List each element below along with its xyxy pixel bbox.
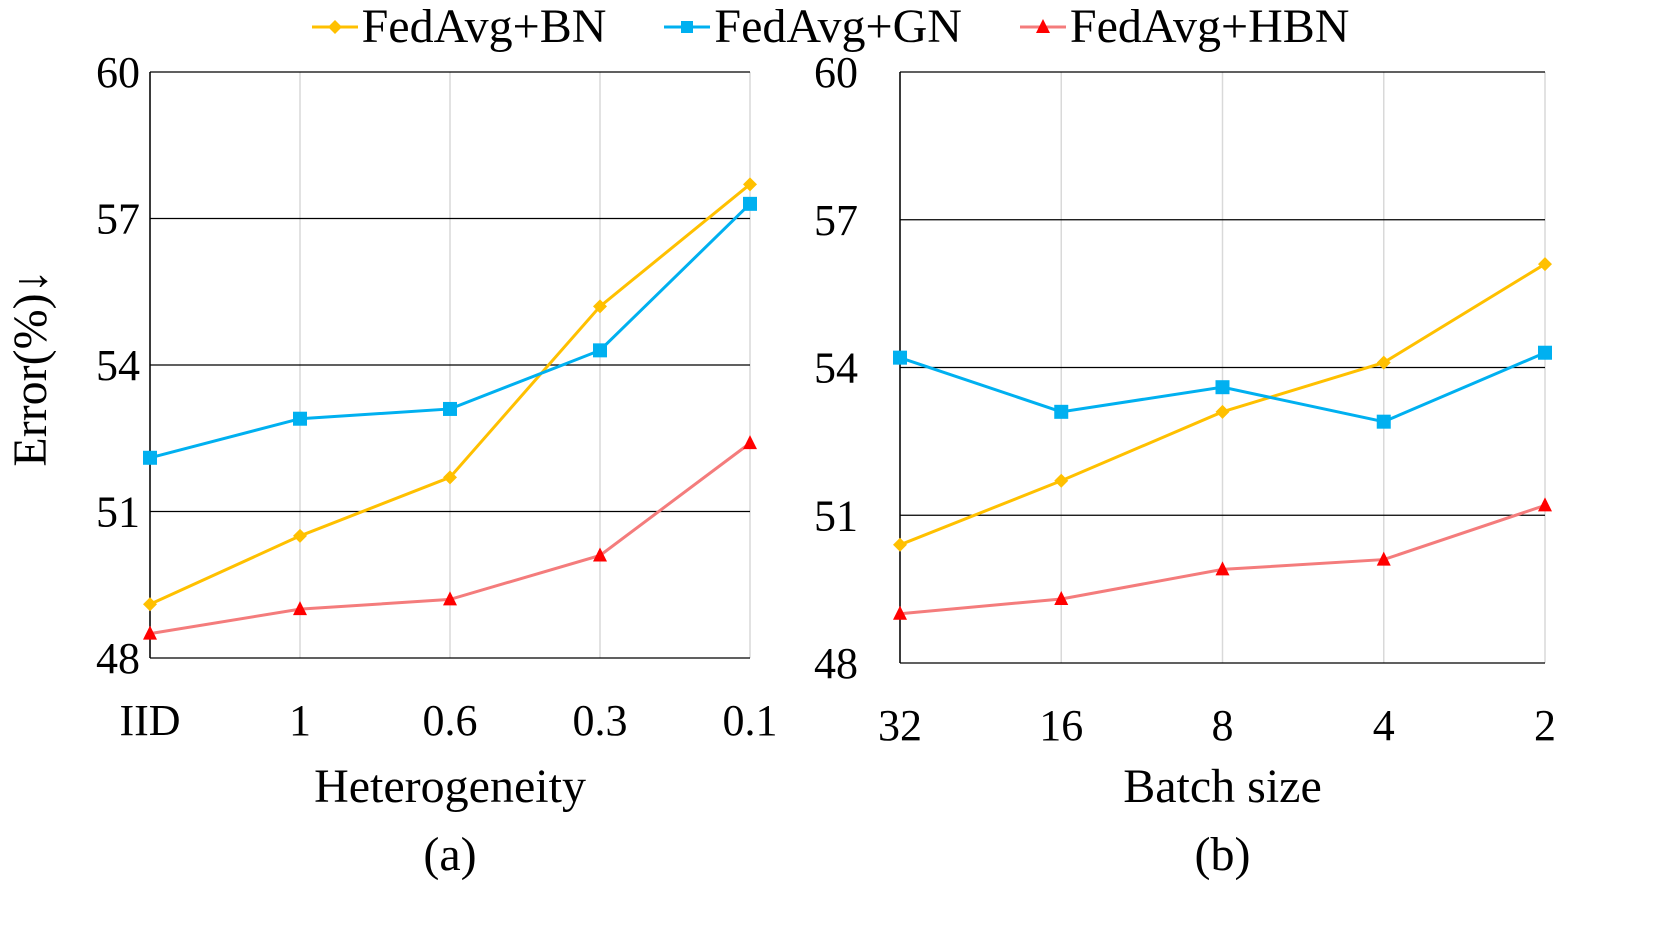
y-tick-label: 54 xyxy=(96,341,140,390)
data-point xyxy=(293,411,307,426)
subplot-a: 48 51 54 57 60 IID 1 0.6 0.3 0.1 Heterogeneity (a) xyxy=(96,48,778,881)
data-point xyxy=(1376,414,1391,429)
data-point xyxy=(1054,404,1069,419)
data-point xyxy=(443,401,457,416)
y-tick-label: 57 xyxy=(96,195,140,244)
x-axis-title: Heterogeneity xyxy=(314,760,586,813)
data-point xyxy=(593,547,607,562)
legend: FedAvg+BN FedAvg+GN FedAvg+HBN xyxy=(0,0,1661,54)
data-point xyxy=(593,299,607,314)
y-tick-label: 57 xyxy=(814,196,858,245)
x-tick-label: 1 xyxy=(289,696,311,745)
legend-item-bn: FedAvg+BN xyxy=(311,0,607,53)
x-tick-label: 8 xyxy=(1212,701,1234,750)
data-point xyxy=(893,605,907,620)
x-tick-label: 16 xyxy=(1039,701,1083,750)
x-tick-label: 0.6 xyxy=(423,696,478,745)
data-point xyxy=(1054,590,1069,605)
subplot-b: 48 51 54 57 60 32 16 8 4 2 Batch size (b) xyxy=(814,48,1556,881)
x-axis-title: Batch size xyxy=(1123,760,1322,813)
y-tick-label: 51 xyxy=(96,488,140,537)
x-tick-label: IID xyxy=(119,696,180,745)
x-tick-label: 0.1 xyxy=(723,696,778,745)
data-point xyxy=(893,537,907,552)
y-axis-title: Error(%)↓ xyxy=(4,269,57,466)
subfigure-label: (b) xyxy=(1195,828,1251,881)
subfigure-label: (a) xyxy=(423,828,476,881)
data-point xyxy=(1215,561,1230,576)
data-point xyxy=(143,625,157,640)
data-point xyxy=(1538,497,1552,512)
x-tick-label: 4 xyxy=(1373,701,1395,750)
data-point xyxy=(293,601,307,616)
legend-item-hbn: FedAvg+HBN xyxy=(1019,0,1350,53)
data-point xyxy=(143,450,157,465)
x-tick-label: 32 xyxy=(878,701,922,750)
legend-label: FedAvg+HBN xyxy=(1069,0,1350,53)
legend-label: FedAvg+GN xyxy=(714,0,962,53)
y-tick-label: 54 xyxy=(814,344,858,393)
data-point xyxy=(1538,345,1552,360)
diamond-line-icon xyxy=(311,20,358,34)
data-point xyxy=(1376,355,1391,370)
data-point xyxy=(893,350,907,365)
data-point xyxy=(593,343,607,358)
data-point xyxy=(443,470,457,485)
data-point xyxy=(1054,473,1069,488)
x-tick-label: 2 xyxy=(1534,701,1556,750)
data-point xyxy=(143,597,157,612)
data-point xyxy=(743,196,757,211)
legend-item-gn: FedAvg+GN xyxy=(664,3,962,51)
square-line-icon xyxy=(664,21,711,33)
data-point xyxy=(293,528,307,543)
y-tick-label: 51 xyxy=(814,491,858,540)
data-point xyxy=(743,177,757,192)
data-point xyxy=(743,435,757,450)
y-tick-label: 60 xyxy=(96,48,140,97)
legend-label: FedAvg+BN xyxy=(361,0,607,53)
data-point xyxy=(1215,404,1230,419)
data-point xyxy=(1215,380,1230,395)
triangle-line-icon xyxy=(1019,19,1066,33)
y-tick-label: 48 xyxy=(814,639,858,688)
data-point xyxy=(1538,257,1552,272)
data-point xyxy=(443,591,457,606)
x-tick-label: 0.3 xyxy=(573,696,628,745)
y-tick-label: 60 xyxy=(814,48,858,97)
data-point xyxy=(1376,551,1391,566)
y-tick-label: 48 xyxy=(96,634,140,683)
